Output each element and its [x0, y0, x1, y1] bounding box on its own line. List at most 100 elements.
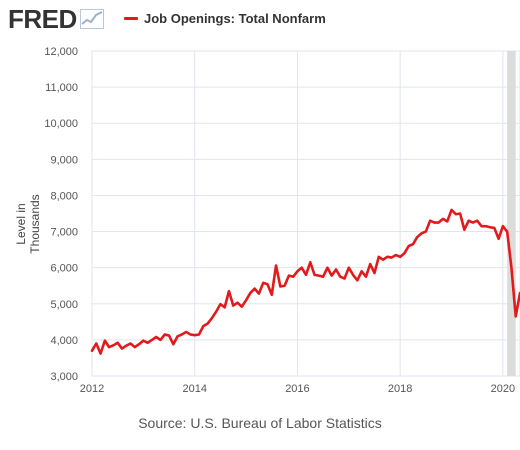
- y-tick-label: 7,000: [50, 227, 78, 239]
- data-point: [485, 225, 487, 227]
- data-point: [95, 342, 97, 344]
- data-point: [399, 256, 401, 258]
- plot-background: [92, 51, 520, 376]
- data-point: [437, 221, 439, 223]
- data-point: [104, 339, 106, 341]
- data-point: [356, 279, 358, 281]
- x-tick-label: 2014: [182, 383, 206, 395]
- source-note: Source: U.S. Bureau of Labor Statistics: [138, 415, 382, 431]
- data-point: [450, 209, 452, 211]
- data-point: [189, 333, 191, 335]
- data-point: [181, 333, 183, 335]
- data-point: [360, 270, 362, 272]
- data-point: [339, 275, 341, 277]
- series-line: [90, 208, 520, 355]
- legend-label: Job Openings: Total Nonfarm: [144, 11, 326, 26]
- data-point: [146, 342, 148, 344]
- data-point: [382, 259, 384, 261]
- data-point: [442, 218, 444, 220]
- data-point: [228, 290, 230, 292]
- data-point: [352, 274, 354, 276]
- data-point: [425, 230, 427, 232]
- data-point: [472, 221, 474, 223]
- data-point: [271, 294, 273, 296]
- mini-line-chart-icon: [79, 9, 104, 29]
- data-point: [301, 266, 303, 268]
- data-point: [99, 352, 101, 354]
- y-tick-label: 4,000: [50, 335, 78, 347]
- data-point: [330, 274, 332, 276]
- data-point: [459, 212, 461, 214]
- plot-frame: [91, 50, 520, 377]
- data-point: [262, 282, 264, 284]
- y-tick-label: 8,000: [50, 190, 78, 202]
- data-point: [292, 275, 294, 277]
- data-point: [245, 299, 247, 301]
- data-point: [258, 292, 260, 294]
- data-point: [168, 334, 170, 336]
- recession-band: [507, 51, 516, 376]
- data-point: [116, 342, 118, 344]
- data-point: [506, 230, 508, 232]
- data-point: [164, 333, 166, 335]
- data-point: [429, 220, 431, 222]
- data-point: [241, 305, 243, 307]
- legend-swatch: [124, 17, 138, 20]
- data-point: [348, 266, 350, 268]
- data-point: [335, 268, 337, 270]
- data-point: [194, 334, 196, 336]
- data-point: [502, 225, 504, 227]
- x-tick-label: 2020: [491, 383, 515, 395]
- data-point: [369, 263, 371, 265]
- fred-logo[interactable]: FRED: [8, 4, 104, 34]
- data-point: [416, 236, 418, 238]
- y-tick-label: 10,000: [44, 118, 78, 130]
- y-tick-label: 6,000: [50, 263, 78, 275]
- data-point: [275, 264, 277, 266]
- data-point: [515, 315, 517, 317]
- data-point: [480, 225, 482, 227]
- data-point: [151, 339, 153, 341]
- data-point: [172, 343, 174, 345]
- data-point: [202, 325, 204, 327]
- data-point: [463, 229, 465, 231]
- data-point: [378, 256, 380, 258]
- data-point: [420, 232, 422, 234]
- data-point: [253, 287, 255, 289]
- x-tick-label: 2018: [388, 383, 412, 395]
- data-point: [343, 277, 345, 279]
- data-point: [176, 335, 178, 337]
- data-point: [279, 285, 281, 287]
- legend: Job Openings: Total Nonfarm: [124, 11, 326, 26]
- data-point: [121, 347, 123, 349]
- data-point: [142, 339, 144, 341]
- data-point: [232, 304, 234, 306]
- data-point: [223, 306, 225, 308]
- data-point: [373, 272, 375, 274]
- data-point: [446, 220, 448, 222]
- data-point: [489, 226, 491, 228]
- data-point: [288, 274, 290, 276]
- data-point: [206, 322, 208, 324]
- data-point: [395, 254, 397, 256]
- series-layer: [90, 208, 520, 355]
- data-point: [493, 227, 495, 229]
- data-point: [219, 303, 221, 305]
- data-point: [326, 266, 328, 268]
- data-point: [236, 301, 238, 303]
- data-point: [386, 256, 388, 258]
- data-point: [159, 339, 161, 341]
- data-point: [497, 238, 499, 240]
- y-tick-label: 12,000: [44, 46, 78, 58]
- data-point: [155, 336, 157, 338]
- x-tick-label: 2016: [285, 383, 309, 395]
- data-point: [211, 317, 213, 319]
- recession-band-layer: [507, 51, 516, 376]
- data-point: [313, 274, 315, 276]
- x-tick-labels: 2012 2014 2016 2018 2020: [80, 383, 515, 395]
- plot-area: 3,000 4,000 5,000 6,000 7,000 8,000 9,000 10,00…: [44, 46, 520, 395]
- data-point: [266, 283, 268, 285]
- grid-layer: [91, 50, 520, 377]
- data-point: [403, 252, 405, 254]
